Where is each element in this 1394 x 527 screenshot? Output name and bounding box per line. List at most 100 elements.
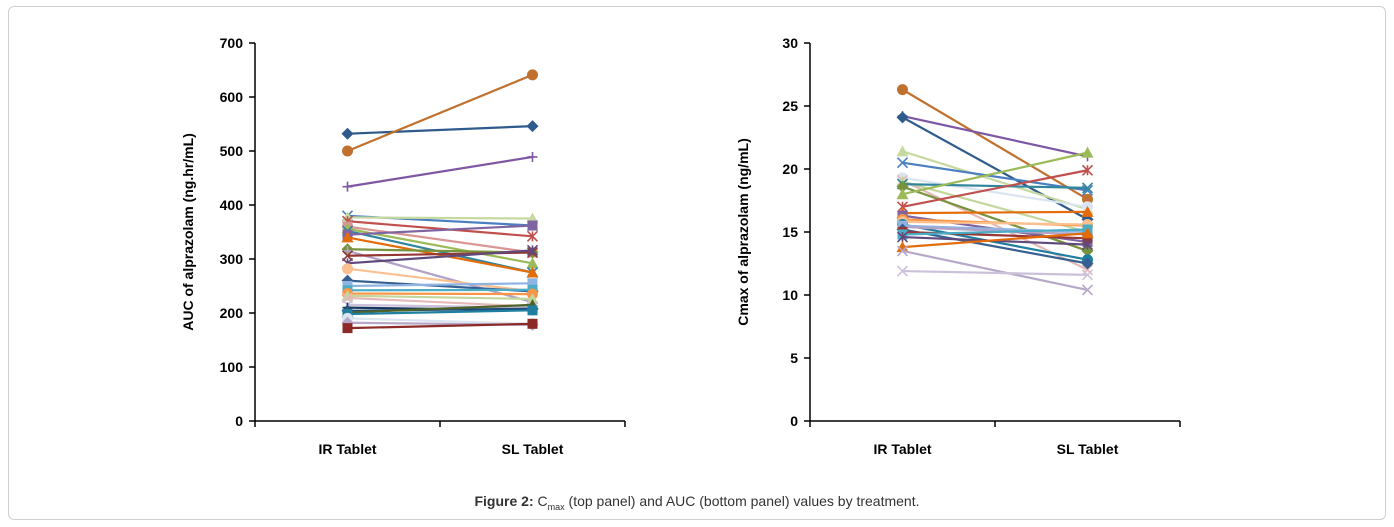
auc-data-point [341,231,354,243]
cmax-series-10 [896,180,1094,257]
auc-series-line [347,303,533,314]
cmax-series-line [902,228,1088,265]
cmax-series-11 [896,146,1094,200]
cmax-series-line [901,116,1089,221]
auc-series-line [347,288,533,292]
auc-y-tick-label: 700 [220,35,244,51]
caption-c-sub: max [547,501,565,512]
auc-y-tick-label: 500 [220,143,244,159]
cmax-data-point [1081,257,1094,270]
cmax-data-point [896,111,909,124]
auc-data-point [527,305,538,316]
cmax-series-line [902,161,1088,192]
auc-series-6 [341,215,539,242]
auc-series-line [347,73,533,153]
auc-data-point [342,263,353,275]
auc-y-axis-label: AUC of alprazolam (ng.hr/mL) [180,133,196,331]
auc-series-line [347,125,533,135]
cmax-data-point [1081,269,1094,281]
cmax-y-tick-label: 20 [782,161,798,177]
cmax-series-line [902,225,1088,236]
cmax-y-tick-label: 10 [782,287,798,303]
cmax-data-point [1081,182,1094,194]
auc-data-point [526,292,539,304]
cmax-data-point [1081,239,1094,251]
auc-y-tick-label: 600 [220,89,244,105]
auc-series-line [347,227,533,265]
cmax-data-point [1081,227,1094,239]
cmax-data-point [1081,164,1094,176]
cmax-series-line [902,223,1088,261]
cmax-series-line [902,269,1088,276]
cmax-y-tick-label: 0 [790,413,798,429]
auc-y-tick-label: 0 [235,413,243,429]
auc-series-line [347,155,533,188]
auc-series-line [347,309,533,316]
auc-data-point [526,244,539,256]
cmax-data-point [1081,146,1094,158]
auc-series-3 [342,151,538,192]
cmax-series-3 [896,111,1094,226]
auc-data-point [342,145,353,157]
caption-rest: (top panel) and AUC (bottom panel) value… [564,493,920,509]
cmax-data-point [896,241,909,253]
auc-series-1 [341,120,539,140]
auc-series-line [347,322,533,330]
cmax-series-25 [896,245,1094,296]
auc-data-point [526,120,539,133]
cmax-series-24 [896,227,1094,253]
auc-y-tick-label: 300 [220,251,244,267]
auc-series-line [347,249,533,265]
auc-data-point [527,318,538,329]
auc-data-point [342,181,353,192]
auc-series-line [347,292,533,296]
cmax-chart: Cmax of alprazolam (ng/mL) 0 5 10 15 20 25 30 IR… [735,35,1181,457]
cmax-series-line [902,183,1088,189]
cmax-data-point [1081,284,1094,296]
cmax-series-line [901,88,1089,201]
figure-frame [8,6,1386,520]
cmax-y-axis-label: Cmax of alprazolam (ng/mL) [735,138,751,325]
cmax-data-point [896,231,909,243]
auc-series-line [347,317,533,325]
cmax-data-point [1081,264,1094,276]
auc-data-point [527,220,538,231]
auc-series-line [347,216,533,220]
cmax-data-point [896,180,909,193]
auc-series-line [347,282,533,288]
cmax-data-point [896,157,909,169]
cmax-series-line [902,115,1088,158]
cmax-series-line [902,249,1088,292]
auc-series-30 [342,318,538,334]
cmax-data-point [896,145,909,157]
cmax-series-line [902,151,1088,196]
auc-data-point [527,69,538,81]
cmax-data-point [896,188,909,200]
cmax-data-point [896,265,909,277]
auc-series-line [347,294,533,301]
auc-data-point [526,257,539,269]
cmax-data-point [1081,205,1094,217]
cmax-data-point [896,245,909,257]
cmax-x-tick-label: SL Tablet [1057,441,1119,457]
caption-c: C [537,493,548,509]
auc-data-point [526,266,539,278]
caption-label: Figure 2: [474,493,534,509]
auc-data-point [342,245,353,256]
auc-data-point [342,323,353,334]
cmax-x-tick-label: IR Tablet [873,441,931,457]
cmax-series-line [902,228,1088,236]
auc-y-tick-label: 200 [220,305,244,321]
cmax-data-point [1082,193,1093,205]
auc-series-line [347,267,533,293]
cmax-series-line [902,150,1088,211]
cmax-y-tick-label: 5 [790,350,798,366]
auc-data-point [341,127,354,140]
auc-data-point [527,278,538,289]
cmax-series-12 [896,164,1094,213]
cmax-series-1 [897,84,1093,205]
auc-series-line [347,220,533,238]
figure-caption: Figure 2: Cmax (top panel) and AUC (bott… [0,493,1394,512]
auc-data-point [526,230,539,242]
auc-y-tick-label: 400 [220,197,244,213]
